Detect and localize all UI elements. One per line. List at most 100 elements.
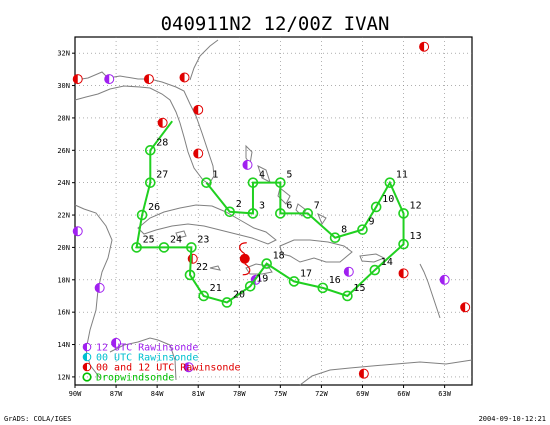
legend-label: 12 UTC Rawinsonde (96, 343, 198, 354)
dropwindsonde-marker (317, 282, 329, 294)
dropwindsonde-marker (398, 238, 409, 250)
legend-item: 00 UTC Rawinsonde (82, 353, 198, 364)
drop-label: 28 (156, 137, 168, 148)
longitude-labels: 90W 87W 84W 81W 78W 75W 72W 69W 66W 63W (69, 385, 452, 398)
rawinsonde-station-icon (104, 74, 115, 85)
lon-label: 69W (356, 390, 369, 398)
dropwindsonde-marker (221, 297, 233, 308)
drop-label: 22 (196, 262, 208, 273)
rawinsonde-station-icon (111, 337, 122, 348)
rawinsonde-station-icon (242, 159, 253, 170)
legend-label: 00 UTC Rawinsonde (96, 353, 198, 364)
drop-label: 27 (156, 170, 168, 181)
lat-label: 24N (57, 179, 70, 187)
dropwindsonde-marker (184, 269, 196, 281)
drop-label: 23 (197, 234, 209, 245)
dropwindsonde-marker (357, 224, 368, 235)
rawinsonde-station-icon (94, 282, 105, 293)
lat-label: 26N (57, 147, 70, 155)
dropwindsonde-marker (384, 177, 396, 188)
drop-label: 9 (368, 217, 374, 228)
dropwindsonde-marker (342, 290, 353, 302)
drop-label: 20 (233, 289, 245, 300)
dropwindsonde-marker (247, 208, 259, 219)
lon-label: 84W (151, 390, 164, 398)
drop-label: 15 (353, 283, 365, 294)
lon-label: 75W (274, 390, 287, 398)
drop-label: 19 (256, 273, 268, 284)
rawinsonde-station-icon (157, 117, 168, 128)
drop-label: 12 (410, 200, 422, 211)
lat-label: 22N (57, 212, 70, 220)
rawinsonde-station-icon (72, 226, 83, 237)
rawinsonde-station-icon (183, 362, 194, 373)
lat-label: 18N (57, 276, 70, 284)
dropwindsonde-marker (398, 208, 409, 219)
rawinsonde-station-icon (143, 74, 154, 85)
lat-label: 12N (57, 373, 70, 381)
map-title: 040911N2 12/00Z IVAN (161, 13, 390, 35)
dropwindsonde-track: 12 34 56 7891011121314151617181920212223242… (131, 120, 422, 308)
drop-label: 25 (143, 234, 155, 245)
storm-center-icon (239, 242, 251, 276)
drop-label: 26 (148, 202, 160, 213)
dropwindsonde-marker (144, 177, 156, 188)
drop-label: 8 (341, 225, 347, 236)
lat-label: 32N (57, 50, 70, 58)
lat-label: 16N (57, 309, 70, 317)
dropwindsonde-marker (198, 290, 209, 302)
drop-label: 21 (210, 283, 222, 294)
dropwindsonde-marker (261, 258, 272, 269)
drop-label: 18 (273, 251, 285, 262)
drop-label: 11 (396, 170, 408, 181)
drop-label: 16 (329, 275, 341, 286)
flight-track-line (135, 120, 405, 304)
lon-label: 72W (315, 390, 328, 398)
drop-label: 17 (300, 268, 312, 279)
dropwindsonde-marker (288, 276, 300, 287)
drop-label: 6 (286, 200, 292, 211)
legend-label: Dropwindsonde (96, 373, 174, 384)
lat-label: 30N (57, 82, 70, 90)
dropwindsonde-marker (244, 280, 256, 292)
legend-item: 12 UTC Rawinsonde (82, 343, 198, 354)
lon-label: 66W (397, 390, 410, 398)
drop-label: 2 (236, 199, 242, 210)
dropwindsonde-marker (144, 145, 156, 156)
rawinsonde-station-icon (358, 368, 369, 379)
rawinsonde-station-icon (193, 104, 204, 115)
dropwindsonde-marker (329, 232, 341, 244)
lat-label: 28N (57, 114, 70, 122)
rawinsonde-station-icon (460, 302, 471, 313)
lon-label: 81W (192, 390, 205, 398)
legend-item: Dropwindsonde (82, 372, 174, 384)
footer-credit: GrADS: COLA/IGES (4, 415, 71, 423)
drop-label: 3 (259, 200, 265, 211)
dropwindsonde-marker (224, 206, 235, 218)
drop-label: 5 (286, 170, 292, 181)
dropwindsonde-marker (186, 242, 197, 253)
rawinsonde-station-icon (72, 74, 83, 85)
rawinsonde-station-icon (179, 72, 190, 83)
drop-label: 7 (314, 200, 320, 211)
dropwindsonde-marker (369, 264, 381, 276)
drop-label: 24 (170, 234, 182, 245)
rawinsonde-station-icon (398, 268, 409, 279)
rawinsonde-station-icon (419, 41, 430, 52)
drop-label: 1 (212, 170, 218, 181)
footer-timestamp: 2004-09-10-12:21 (479, 415, 546, 423)
dropwindsonde-marker (136, 209, 148, 221)
lat-label: 20N (57, 244, 70, 252)
dropwindsonde-marker (370, 201, 382, 213)
latitude-labels: 12N 14N 16N 18N 20N 22N 24N 26N 28N 30N 32N (57, 50, 75, 381)
drop-label: 13 (410, 231, 422, 242)
lat-label: 14N (57, 341, 70, 349)
lon-label: 90W (69, 390, 82, 398)
drop-label: 4 (259, 170, 265, 181)
lon-label: 63W (438, 390, 451, 398)
lon-label: 78W (233, 390, 246, 398)
drop-label: 14 (381, 257, 393, 268)
drop-label: 10 (382, 194, 394, 205)
